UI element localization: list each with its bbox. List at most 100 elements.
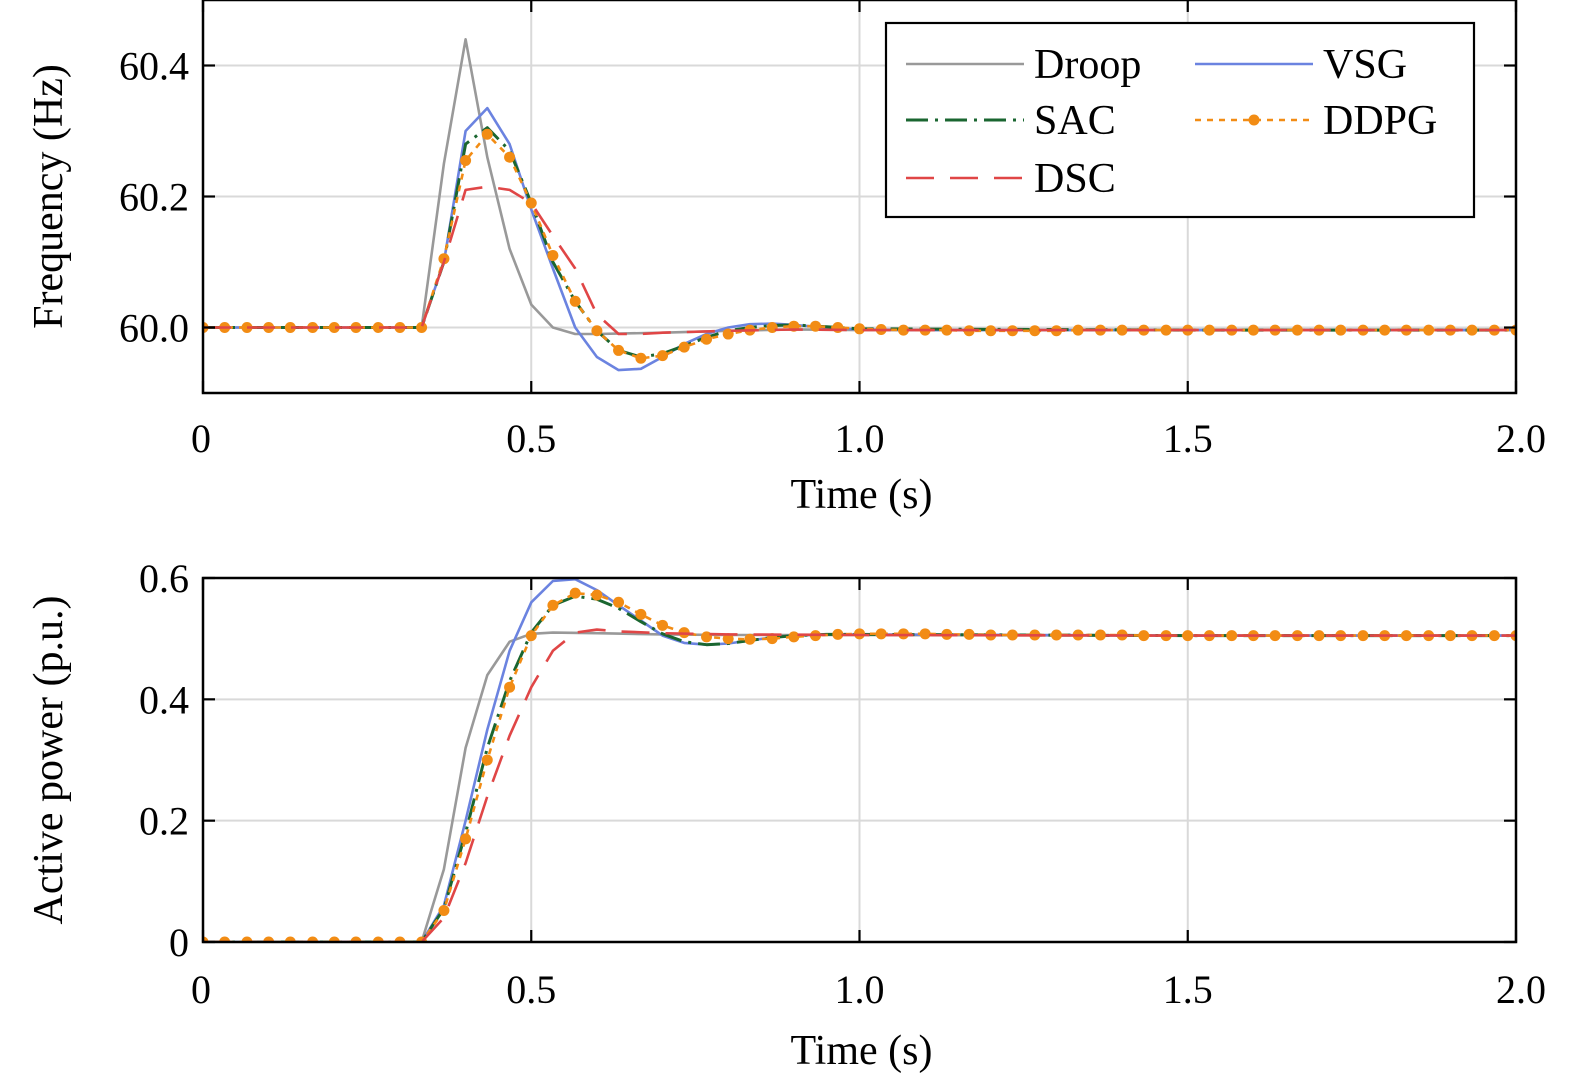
x-axis-title: Time (s) [791, 1028, 933, 1074]
x-axis-title: Time (s) [791, 472, 933, 518]
series-point-ddpg [569, 295, 581, 307]
series-point-ddpg [1291, 324, 1303, 336]
series-point-ddpg [460, 154, 472, 166]
series-point-ddpg [547, 249, 559, 261]
series-point-ddpg [678, 341, 690, 353]
series-point-ddpg [1357, 630, 1369, 642]
legend-label-sac: SAC [1034, 98, 1116, 144]
legend-label-dsc: DSC [1034, 156, 1116, 202]
ticks [201, 0, 1518, 393]
y-tick-label: 60.4 [119, 44, 189, 89]
series-point-ddpg [203, 936, 209, 942]
y-axis-title: Frequency (Hz) [26, 64, 72, 329]
series-line-dsc [203, 185, 1516, 336]
series-point-ddpg [1269, 630, 1281, 642]
x-tick-label: 1.5 [1163, 967, 1213, 1012]
series-point-ddpg [1029, 325, 1041, 337]
series-group [203, 38, 1516, 372]
series-point-ddpg [1226, 630, 1238, 642]
y-tick-label: 60.0 [119, 306, 189, 351]
series-point-ddpg [1335, 324, 1347, 336]
ticks [201, 576, 1518, 944]
series-point-ddpg [525, 630, 537, 642]
series-point-ddpg [854, 323, 865, 335]
x-tick-label: 1.0 [835, 967, 885, 1012]
y-tick-label: 0.4 [139, 677, 189, 722]
series-point-ddpg [875, 628, 887, 640]
legend-label-droop: Droop [1034, 42, 1141, 88]
series-point-ddpg [372, 936, 384, 942]
series-line-dsc [203, 628, 1516, 942]
series-point-ddpg [941, 324, 953, 336]
series-point-ddpg [350, 936, 362, 942]
series-point-ddpg [307, 936, 319, 942]
series-point-ddpg [372, 322, 384, 333]
x-tick-label: 2.0 [1496, 416, 1546, 461]
series-point-ddpg [284, 322, 296, 333]
series-group [203, 578, 1516, 942]
series-point-ddpg [701, 631, 713, 643]
series-point-ddpg [1050, 629, 1062, 641]
series-point-ddpg [635, 352, 647, 364]
series-point-ddpg [1400, 630, 1412, 642]
series-point-ddpg [744, 633, 756, 645]
x-tick-label: 2.0 [1496, 967, 1546, 1012]
series-point-ddpg [481, 754, 493, 766]
series-point-ddpg [1313, 630, 1325, 642]
series-point-ddpg [394, 936, 406, 942]
legend: Droop VSG SAC DDPG DSC [884, 21, 1476, 219]
series-point-ddpg [919, 628, 931, 640]
series-point-ddpg [1072, 324, 1084, 336]
series-point-ddpg [525, 197, 537, 209]
series-point-ddpg [635, 608, 647, 620]
y-tick-label: 60.2 [119, 175, 189, 220]
series-point-ddpg [788, 631, 800, 643]
series-point-ddpg [766, 633, 778, 645]
series-point-ddpg [613, 596, 625, 608]
series-point-ddpg [1116, 324, 1128, 336]
series-point-ddpg [460, 833, 472, 845]
x-tick-label: 1.0 [835, 416, 885, 461]
x-tick-label: 0.5 [506, 967, 556, 1012]
series-point-ddpg [1466, 324, 1478, 336]
legend-label-vsg: VSG [1323, 42, 1407, 88]
y-axis-title: Active power (p.u.) [26, 596, 72, 925]
x-tick-label: 0 [191, 967, 211, 1012]
series-point-ddpg [985, 325, 997, 337]
series-point-ddpg [591, 589, 603, 601]
series-point-ddpg [963, 628, 975, 640]
series-point-ddpg [241, 322, 253, 333]
series-point-ddpg [438, 904, 450, 916]
x-tick-label: 1.5 [1163, 416, 1213, 461]
series-point-ddpg [722, 633, 734, 645]
series-point-ddpg [328, 936, 340, 942]
series-point-ddpg [481, 128, 493, 140]
active-power-panel: 0 0.5 1.0 1.5 2.0 0 0.2 0.4 0.6 Time (s) Active po… [26, 556, 1546, 1074]
series-point-ddpg [1182, 630, 1194, 642]
series-point-ddpg [832, 628, 844, 640]
series-point-ddpg [263, 936, 275, 942]
series-point-ddpg [219, 936, 231, 942]
series-point-ddpg [416, 322, 428, 333]
series-point-ddpg [1138, 630, 1150, 642]
x-tick-label: 0 [191, 416, 211, 461]
frequency-panel: 0 0.5 1.0 1.5 2.0 60.0 60.2 60.4 Time (s) Frequen… [26, 0, 1546, 518]
series-point-ddpg [591, 325, 603, 337]
series-point-ddpg [613, 344, 625, 356]
y-tick-label: 0.2 [139, 799, 189, 844]
series-point-ddpg [1160, 324, 1172, 336]
series-point-ddpg [504, 151, 516, 163]
x-tick-label: 0.5 [506, 416, 556, 461]
series-point-ddpg [328, 322, 340, 333]
series-point-ddpg [284, 936, 296, 942]
series-point-ddpg [569, 587, 581, 599]
series-point-ddpg [1247, 324, 1259, 336]
series-point-ddpg [832, 322, 844, 333]
series-point-ddpg [766, 322, 778, 333]
series-point-ddpg [547, 599, 559, 611]
series-point-ddpg [1488, 630, 1500, 642]
series-point-ddpg [1094, 629, 1106, 641]
series-point-ddpg [1444, 630, 1456, 642]
series-point-ddpg [810, 320, 822, 332]
